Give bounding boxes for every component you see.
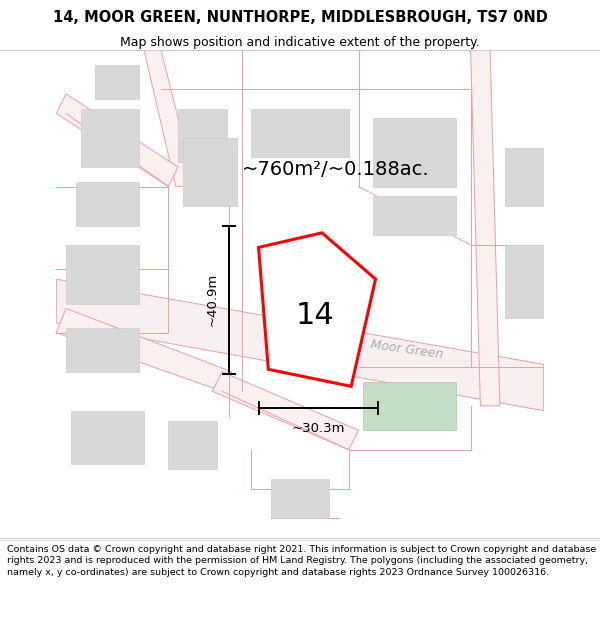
Text: ~30.3m: ~30.3m [292,422,345,435]
Polygon shape [251,109,349,158]
Polygon shape [259,232,376,386]
Polygon shape [373,118,456,186]
Polygon shape [80,109,139,167]
Text: ~760m²/~0.188ac.: ~760m²/~0.188ac. [241,160,429,179]
Polygon shape [66,245,139,304]
Polygon shape [212,372,359,450]
Text: Map shows position and indicative extent of the property.: Map shows position and indicative extent… [120,36,480,49]
Polygon shape [505,245,544,318]
Polygon shape [56,279,544,411]
Text: 14, MOOR GREEN, NUNTHORPE, MIDDLESBROUGH, TS7 0ND: 14, MOOR GREEN, NUNTHORPE, MIDDLESBROUGH… [53,10,547,25]
Text: ~40.9m: ~40.9m [206,273,218,326]
Polygon shape [178,109,227,162]
Polygon shape [144,50,195,186]
Polygon shape [183,138,236,206]
Polygon shape [71,411,144,464]
Polygon shape [373,196,456,235]
Polygon shape [505,148,544,206]
Polygon shape [56,94,178,186]
Text: 14: 14 [295,301,334,330]
Polygon shape [76,182,139,226]
Polygon shape [364,381,456,430]
Polygon shape [56,308,232,391]
Polygon shape [273,253,366,372]
Polygon shape [470,50,500,406]
Polygon shape [169,421,217,469]
Text: Contains OS data © Crown copyright and database right 2021. This information is : Contains OS data © Crown copyright and d… [7,544,596,577]
Text: Moor Green: Moor Green [370,338,445,361]
Polygon shape [95,64,139,99]
Polygon shape [271,479,329,518]
Polygon shape [66,328,139,372]
